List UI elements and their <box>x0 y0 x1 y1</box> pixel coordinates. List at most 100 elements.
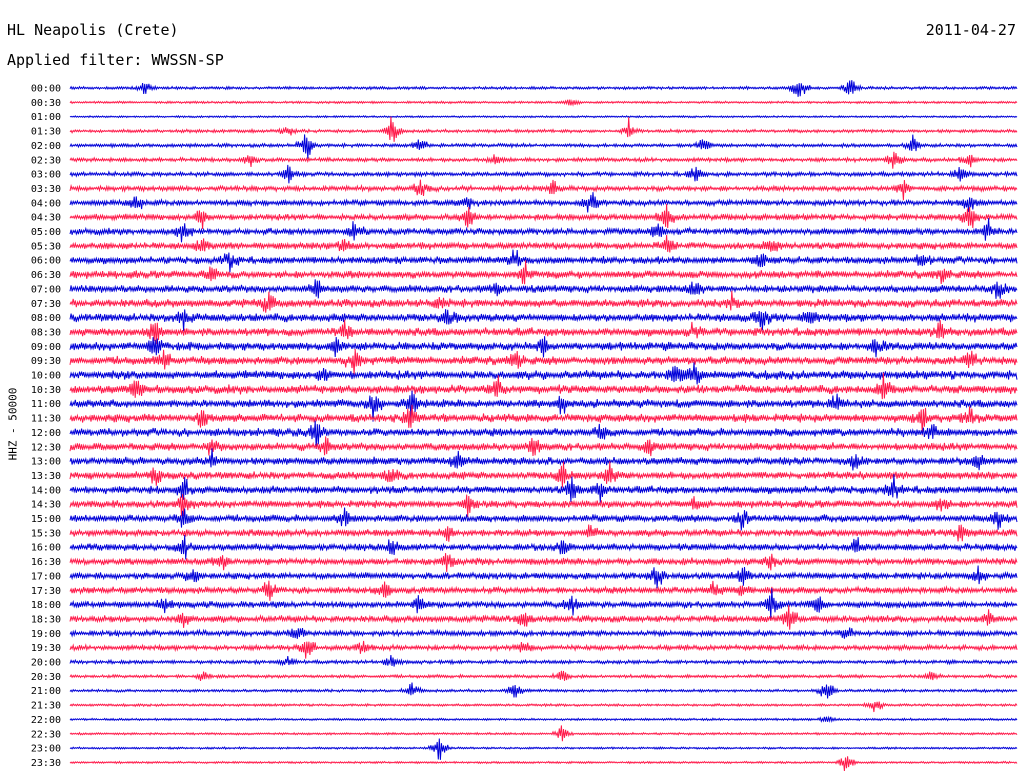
trace-0330 <box>69 179 1018 201</box>
row-label-0000: 00:00 <box>31 84 61 95</box>
filter-label: Applied filter: WWSSN-SP <box>7 51 224 69</box>
row-label-1030: 10:30 <box>31 385 61 396</box>
trace-1730 <box>69 580 1018 601</box>
row-label-1630: 16:30 <box>31 557 61 568</box>
trace-1030 <box>69 372 1018 400</box>
row-label-1230: 12:30 <box>31 442 61 453</box>
trace-2300 <box>69 738 1018 760</box>
row-label-1600: 16:00 <box>31 543 61 554</box>
trace-1630 <box>69 553 1018 573</box>
row-label-1700: 17:00 <box>31 571 61 582</box>
trace-0300 <box>69 164 1018 184</box>
trace-0900 <box>69 336 1018 358</box>
trace-1500 <box>69 507 1018 531</box>
trace-1830 <box>69 605 1018 630</box>
row-label-0530: 05:30 <box>31 241 61 252</box>
row-label-0400: 04:00 <box>31 198 61 209</box>
trace-2330 <box>69 756 1018 772</box>
trace-0600 <box>69 249 1018 273</box>
trace-1300 <box>69 448 1018 471</box>
row-label-0430: 04:30 <box>31 213 61 224</box>
trace-0530 <box>69 234 1018 253</box>
trace-0830 <box>69 319 1018 345</box>
trace-0230 <box>69 151 1018 169</box>
trace-0400 <box>69 192 1018 213</box>
trace-1100 <box>69 390 1018 422</box>
row-label-1400: 14:00 <box>31 485 61 496</box>
trace-2100 <box>69 682 1018 699</box>
trace-0630 <box>69 260 1018 285</box>
row-label-2000: 20:00 <box>31 658 61 669</box>
row-label-1830: 18:30 <box>31 614 61 625</box>
trace-0730 <box>69 290 1018 313</box>
row-label-0830: 08:30 <box>31 327 61 338</box>
row-label-1430: 14:30 <box>31 500 61 511</box>
trace-1330 <box>69 461 1018 488</box>
row-label-2300: 23:00 <box>31 744 61 755</box>
row-label-0800: 08:00 <box>31 313 61 324</box>
row-label-0200: 02:00 <box>31 141 61 152</box>
row-label-0700: 07:00 <box>31 284 61 295</box>
trace-1130 <box>69 404 1018 436</box>
trace-0130 <box>69 116 1018 142</box>
row-label-1200: 12:00 <box>31 428 61 439</box>
trace-1700 <box>69 565 1018 589</box>
trace-0700 <box>69 279 1018 299</box>
row-label-0730: 07:30 <box>31 299 61 310</box>
row-label-0900: 09:00 <box>31 342 61 353</box>
trace-2030 <box>69 670 1018 681</box>
row-label-1900: 19:00 <box>31 629 61 640</box>
row-label-2030: 20:30 <box>31 672 61 683</box>
row-label-1000: 10:00 <box>31 371 61 382</box>
trace-1200 <box>69 420 1018 450</box>
row-label-1730: 17:30 <box>31 586 61 597</box>
row-label-0330: 03:30 <box>31 184 61 195</box>
trace-1400 <box>69 474 1018 503</box>
trace-1530 <box>69 524 1018 542</box>
row-label-1100: 11:00 <box>31 399 61 410</box>
row-label-0500: 05:00 <box>31 227 61 238</box>
row-label-1500: 15:00 <box>31 514 61 525</box>
row-label-0930: 09:30 <box>31 356 61 367</box>
trace-0500 <box>69 218 1018 243</box>
row-label-2200: 22:00 <box>31 715 61 726</box>
trace-2130 <box>69 701 1018 713</box>
station-title: HL Neapolis (Crete) <box>7 21 179 39</box>
row-label-0600: 06:00 <box>31 256 61 267</box>
trace-0800 <box>69 309 1018 332</box>
trace-0430 <box>69 203 1018 230</box>
trace-1800 <box>69 588 1018 620</box>
row-label-0030: 00:30 <box>31 98 61 109</box>
trace-1900 <box>69 627 1018 639</box>
row-label-1930: 19:30 <box>31 643 61 654</box>
row-label-0100: 01:00 <box>31 112 61 123</box>
trace-0930 <box>69 348 1018 375</box>
trace-0030 <box>69 99 1018 107</box>
row-label-2230: 22:30 <box>31 729 61 740</box>
trace-0000 <box>69 80 1018 97</box>
trace-1930 <box>69 640 1018 659</box>
date-label: 2011-04-27 <box>925 21 1016 39</box>
row-label-1800: 18:00 <box>31 600 61 611</box>
trace-0100 <box>69 114 1018 119</box>
row-label-0230: 02:30 <box>31 155 61 166</box>
trace-1430 <box>69 494 1018 518</box>
row-label-1300: 13:00 <box>31 457 61 468</box>
trace-0200 <box>69 134 1018 159</box>
trace-2000 <box>69 655 1018 667</box>
trace-1000 <box>69 362 1018 385</box>
row-label-1330: 13:30 <box>31 471 61 482</box>
row-label-2130: 21:30 <box>31 701 61 712</box>
trace-1230 <box>69 436 1018 457</box>
row-label-0300: 03:00 <box>31 170 61 181</box>
row-label-2330: 23:30 <box>31 758 61 769</box>
row-label-1130: 11:30 <box>31 414 61 425</box>
row-label-1530: 15:30 <box>31 528 61 539</box>
row-label-2100: 21:00 <box>31 686 61 697</box>
trace-2230 <box>69 725 1018 742</box>
row-label-0630: 06:30 <box>31 270 61 281</box>
trace-2200 <box>69 715 1018 723</box>
row-label-0130: 01:30 <box>31 127 61 138</box>
trace-1600 <box>69 534 1018 560</box>
